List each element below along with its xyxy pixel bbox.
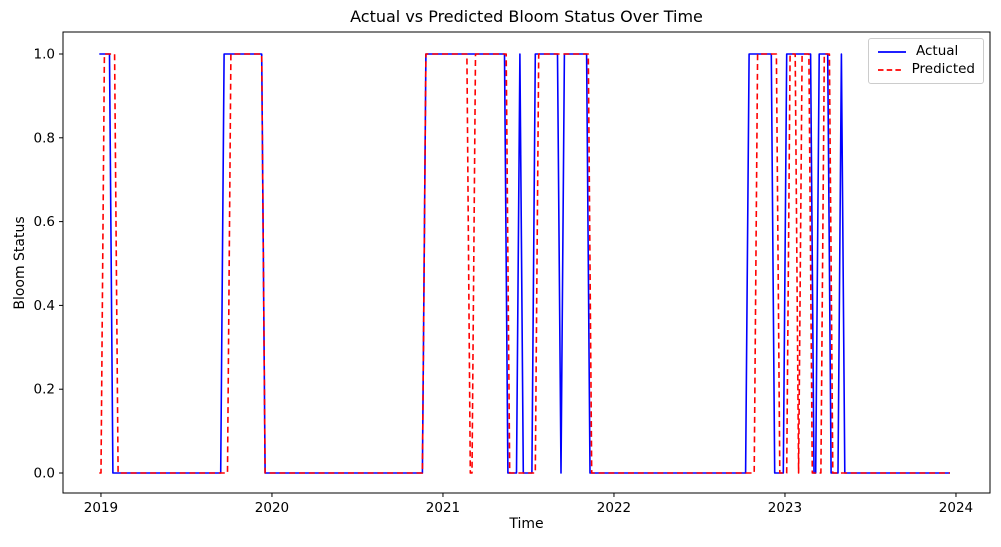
y-axis-label: Bloom Status [12,216,28,310]
y-tick-label: 1.0 [34,46,55,62]
x-tick-label: 2019 [84,500,118,516]
legend-entry-predicted: Predicted [877,63,975,77]
legend-label: Actual [916,43,959,60]
legend-label: Predicted [911,61,975,78]
y-tick-label: 0.0 [34,466,55,482]
legend-line-sample-predicted [878,69,903,71]
x-tick-label: 2020 [255,500,289,516]
x-tick-label: 2021 [426,500,460,516]
x-tick-label: 2023 [768,500,802,516]
y-tick-label: 0.8 [34,130,55,146]
x-tick-label: 2024 [939,500,973,516]
legend: Actual Predicted [868,38,984,84]
legend-entry-actual: Actual [877,45,975,59]
plot-border [62,31,991,494]
chart-title: Actual vs Predicted Bloom Status Over Ti… [350,7,703,26]
y-tick-label: 0.4 [34,298,55,314]
legend-line-sample-actual [878,51,906,53]
x-axis-label: Time [509,516,544,532]
series-line-predicted [99,53,950,474]
y-tick-label: 0.2 [34,382,55,398]
x-tick-label: 2022 [597,500,631,516]
y-tick-label: 0.6 [34,214,55,230]
